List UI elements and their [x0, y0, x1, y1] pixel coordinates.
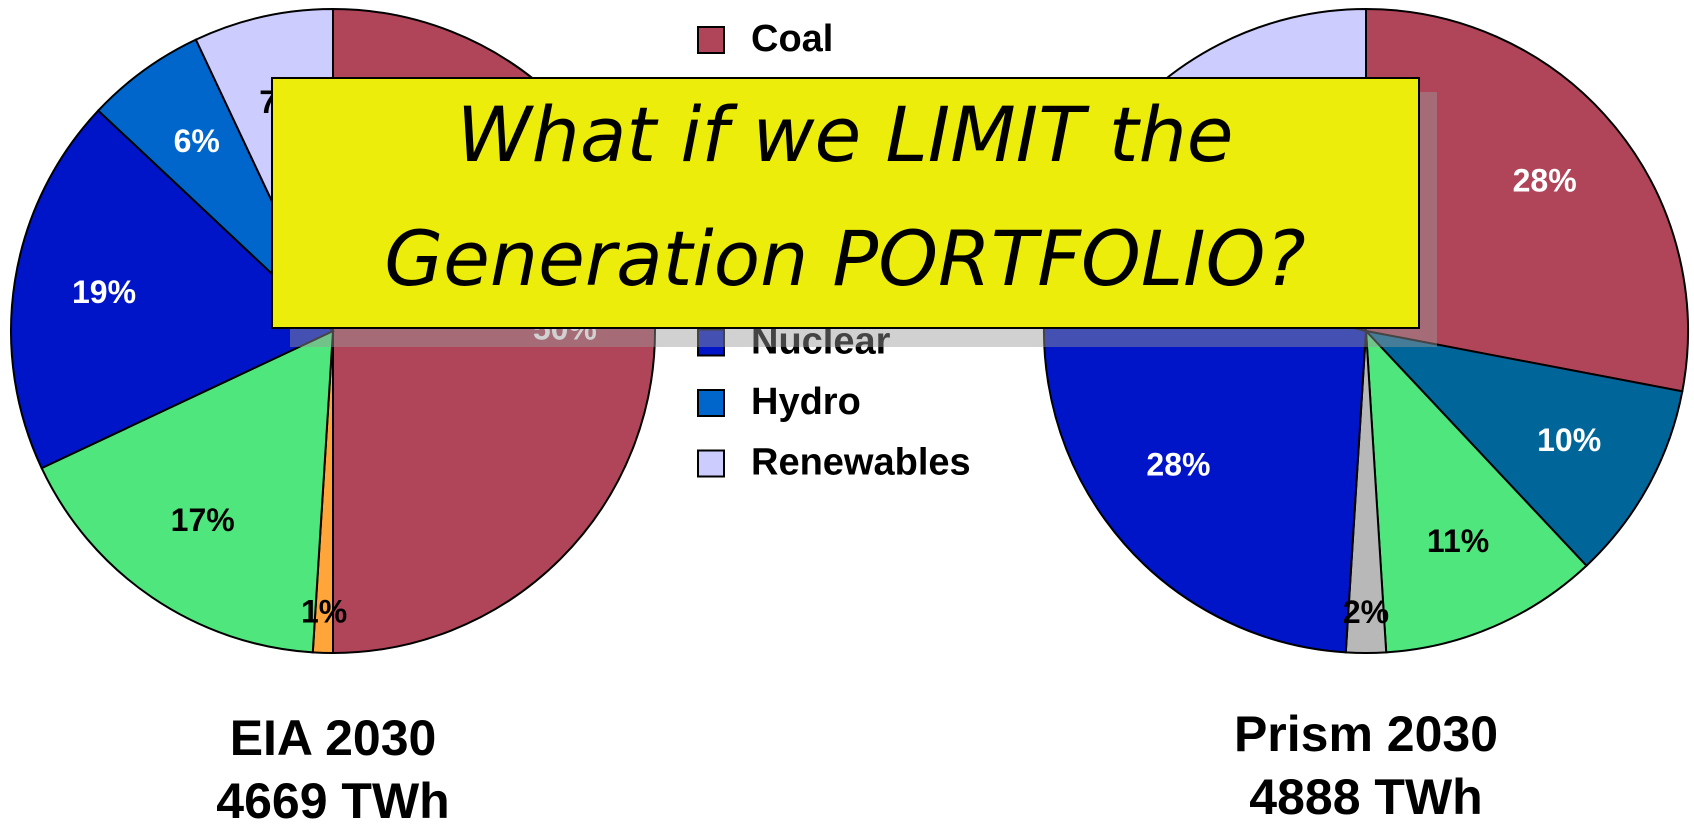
pie-slice — [1365, 7, 1690, 393]
slice-label: 28% — [1146, 447, 1210, 483]
legend-swatch — [697, 389, 725, 417]
pie-title: Prism 2030 — [1234, 706, 1498, 762]
slice-label: 17% — [171, 502, 235, 538]
legend-label: Hydro — [751, 381, 861, 423]
slice-label: 28% — [1513, 163, 1577, 199]
pie-slice — [40, 329, 335, 654]
callout-text: Generation PORTFOLIO? — [384, 214, 1305, 303]
pie-slice — [1364, 328, 1588, 654]
pie-slice — [10, 109, 335, 470]
legend-swatch — [697, 328, 725, 357]
slice-label: 19% — [72, 274, 136, 310]
legend-swatch — [697, 26, 725, 54]
pie-slice — [1363, 329, 1684, 568]
slice-label: 2% — [1343, 594, 1389, 630]
pie-title: EIA 2030 — [230, 710, 437, 766]
slice-label: 1% — [301, 594, 347, 630]
slice-label: 11% — [1427, 523, 1489, 559]
pie-title: 4669 TWh — [216, 773, 449, 826]
callout-text: What if we LIMIT the — [457, 90, 1234, 179]
slice-label: 10% — [1537, 422, 1601, 458]
callout-box — [271, 77, 1420, 329]
legend-label: Renewables — [751, 442, 971, 484]
pie-title: 4888 TWh — [1249, 769, 1482, 825]
legend-swatch — [697, 449, 725, 478]
slice-label: 6% — [174, 123, 220, 159]
legend-label: Coal — [751, 18, 833, 60]
